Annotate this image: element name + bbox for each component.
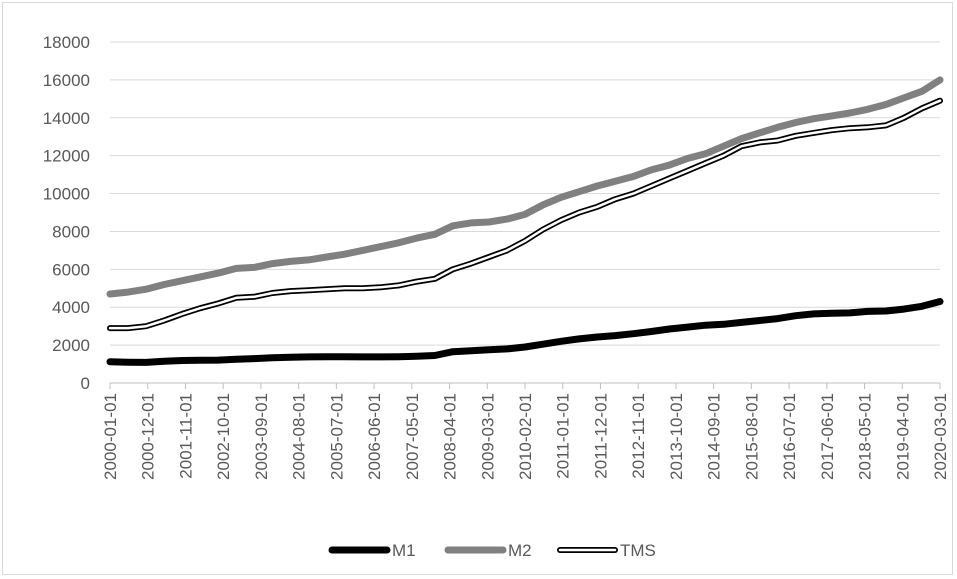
legend-item-m1: M1 [328, 541, 416, 560]
y-tick-label: 6000 [52, 260, 90, 279]
series-tms [107, 97, 943, 332]
x-tick-label: 2010-02-01 [516, 393, 535, 480]
y-tick-label: 16000 [43, 71, 90, 90]
x-axis: 2000-01-01 2000-12-01 2001-11-01 2002-10-01… [101, 382, 950, 480]
y-tick-label: 10000 [43, 185, 90, 204]
y-tick-label: 8000 [52, 222, 90, 241]
series-layer [106, 76, 944, 366]
x-tick-label: 2003-09-01 [252, 393, 271, 480]
legend: M1 M2 TMS [328, 541, 656, 560]
legend-item-m2: M2 [444, 541, 532, 560]
x-tick-label: 2007-05-01 [403, 393, 422, 480]
series-line [106, 298, 944, 366]
series-line [106, 76, 944, 298]
x-tick-label: 2004-08-01 [290, 393, 309, 480]
y-tick-label: 4000 [52, 298, 90, 317]
line-chart: 0 2000 4000 6000 8000 10000 12000 14000 16000 180… [43, 33, 950, 560]
x-tick-label: 2006-06-01 [365, 393, 384, 480]
x-tick-label: 2011-01-01 [554, 393, 573, 479]
legend-item-tms: TMS [557, 541, 656, 560]
x-tick-label: 2000-01-01 [101, 393, 120, 480]
y-tick-label: 2000 [52, 336, 90, 355]
x-tick-label: 2000-12-01 [139, 393, 158, 480]
y-tick-label: 18000 [43, 33, 90, 52]
x-tick-label: 2011-12-01 [591, 393, 610, 479]
series-m2 [106, 76, 944, 298]
x-tick-label: 2014-09-01 [705, 393, 724, 480]
x-tick-label: 2001-11-01 [176, 393, 195, 479]
x-tick-label: 2018-05-01 [856, 393, 875, 480]
y-axis: 0 2000 4000 6000 8000 10000 12000 14000 16000 180… [43, 33, 90, 393]
legend-label: M2 [508, 541, 532, 560]
series-line-inner [108, 99, 942, 330]
x-tick-label: 2012-11-01 [629, 393, 648, 479]
legend-label: TMS [620, 541, 656, 560]
x-tick-label: 2020-03-01 [931, 393, 950, 480]
x-tick-label: 2009-03-01 [478, 393, 497, 480]
x-tick-label: 2016-07-01 [780, 393, 799, 480]
y-tick-label: 12000 [43, 147, 90, 166]
x-tick-label: 2005-07-01 [327, 393, 346, 480]
legend-label: M1 [392, 541, 416, 560]
x-tick-label: 2008-04-01 [441, 393, 460, 480]
y-tick-label: 0 [81, 374, 90, 393]
x-tick-label: 2015-08-01 [742, 393, 761, 480]
x-tick-label: 2017-06-01 [818, 393, 837, 480]
x-tick-label: 2019-04-01 [893, 393, 912, 480]
y-tick-label: 14000 [43, 109, 90, 128]
x-tick-label: 2002-10-01 [214, 393, 233, 480]
series-m1 [106, 298, 944, 366]
x-tick-label: 2013-10-01 [667, 393, 686, 480]
